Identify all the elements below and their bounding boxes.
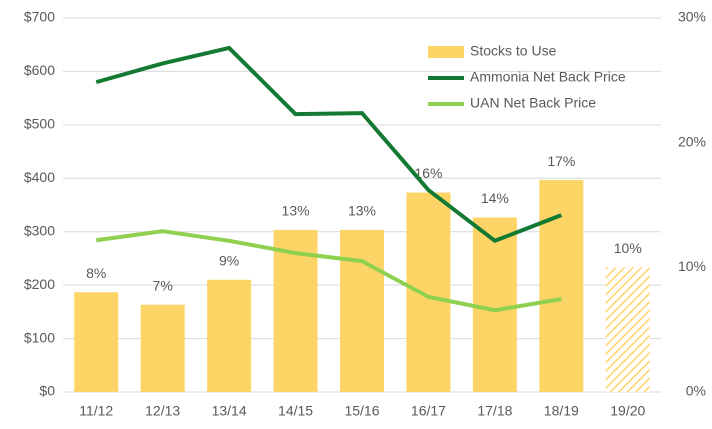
x-tick-label: 15/16	[344, 403, 379, 419]
line	[95, 229, 562, 313]
legend-label: Stocks to Use	[470, 43, 557, 59]
bar	[605, 267, 650, 392]
x-tick-label: 11/12	[79, 403, 113, 419]
y-tick-label: $200	[24, 276, 55, 292]
bar	[472, 217, 517, 392]
x-tick-label: 12/13	[145, 403, 180, 419]
y-tick-label: $500	[24, 116, 55, 132]
y2-tick-label: 20%	[678, 133, 706, 149]
x-tick-label: 13/14	[212, 403, 247, 419]
bar	[539, 180, 584, 392]
data-label: 14%	[481, 190, 509, 206]
x-tick-label: 16/17	[411, 403, 446, 419]
bar	[273, 229, 318, 392]
x-tick-label: 18/19	[544, 403, 579, 419]
bar	[207, 279, 252, 392]
y-tick-label: $300	[24, 222, 55, 238]
y2-tick-label: 10%	[678, 258, 706, 274]
data-label: 7%	[153, 277, 173, 293]
bar	[340, 229, 384, 392]
data-label: 17%	[547, 153, 575, 169]
legend-label: Ammonia Net Back Price	[470, 69, 626, 85]
y-tick-label: $700	[24, 9, 55, 25]
data-label: 13%	[348, 203, 376, 219]
data-label: 8%	[86, 265, 106, 281]
y2-tick-label: 30%	[678, 9, 706, 25]
x-tick-label: 14/15	[278, 403, 313, 419]
y2-tick-label: 0%	[686, 383, 706, 399]
y-tick-label: $0	[39, 383, 55, 399]
y-tick-label: $100	[24, 329, 55, 345]
y-tick-label: $600	[24, 62, 55, 78]
y-tick-label: $400	[24, 169, 55, 185]
legend-swatch	[428, 46, 464, 58]
line	[95, 45, 563, 243]
bar	[140, 304, 185, 392]
data-label: 10%	[614, 240, 642, 256]
legend-label: UAN Net Back Price	[470, 95, 596, 111]
data-label: 9%	[219, 253, 239, 269]
data-label: 16%	[414, 165, 442, 181]
data-label: 13%	[282, 203, 310, 219]
bar	[74, 292, 119, 392]
x-tick-label: 19/20	[610, 403, 645, 419]
bar	[406, 192, 451, 392]
x-tick-label: 17/18	[477, 403, 512, 419]
